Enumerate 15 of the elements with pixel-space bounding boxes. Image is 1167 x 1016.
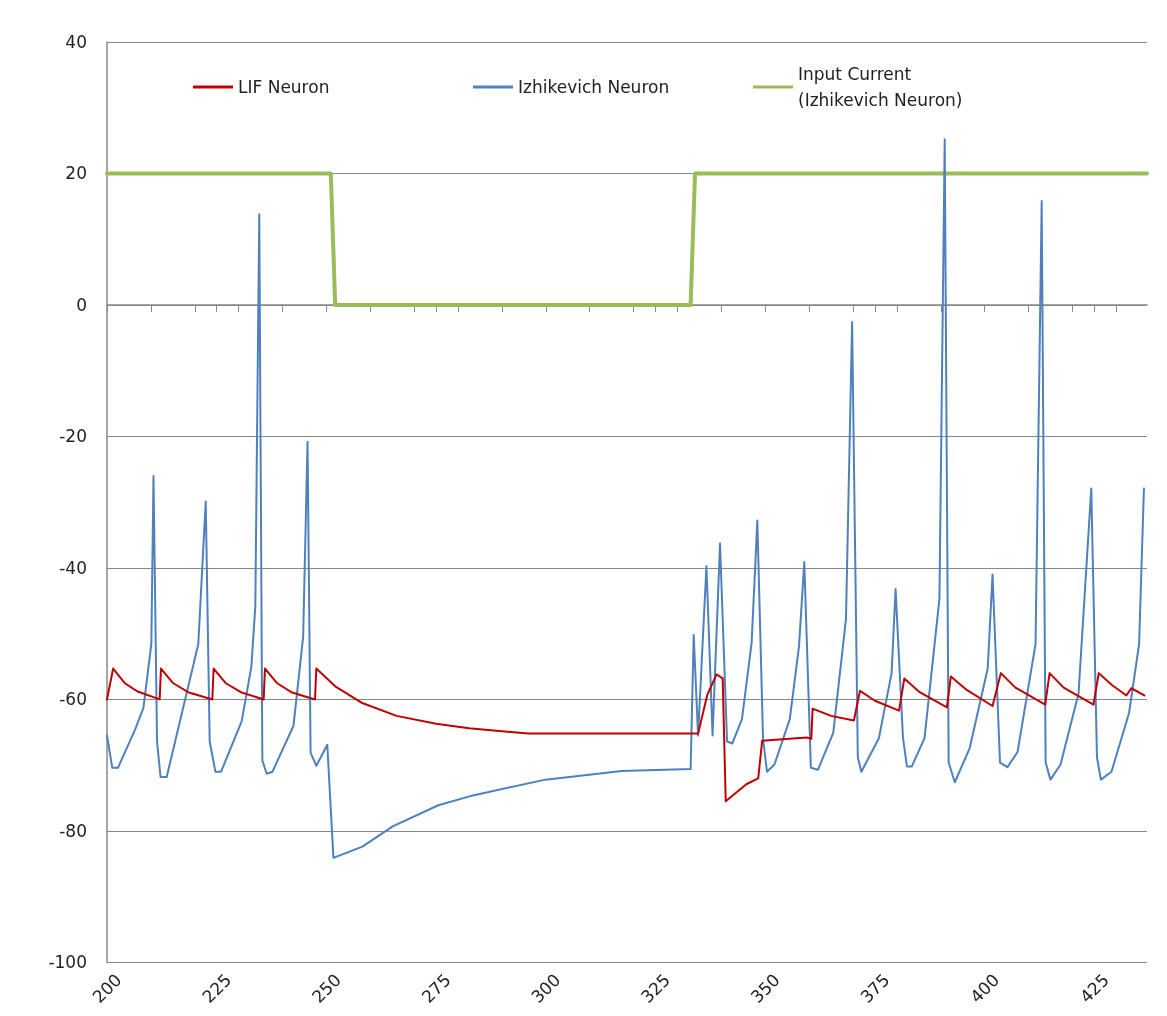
y-tick-label: -20 (59, 426, 87, 447)
x-tick-label: 400 (966, 969, 1004, 1007)
y-tick-label: -40 (59, 557, 87, 578)
legend-label: Izhikevich Neuron (518, 77, 670, 97)
y-tick-label: 20 (65, 163, 87, 184)
x-tick-label: 425 (1075, 969, 1113, 1007)
legend-label: Input Current (Izhikevich Neuron) (798, 64, 963, 110)
y-tick-label: 0 (76, 294, 87, 315)
legend-label: LIF Neuron (238, 77, 330, 97)
y-tick-label: -60 (59, 689, 87, 710)
line-series (106, 667, 1146, 803)
line-series (106, 138, 1145, 859)
y-tick-label: -100 (48, 952, 87, 973)
y-tick-label: -80 (59, 820, 87, 841)
y-tick-label: 40 (65, 32, 87, 52)
